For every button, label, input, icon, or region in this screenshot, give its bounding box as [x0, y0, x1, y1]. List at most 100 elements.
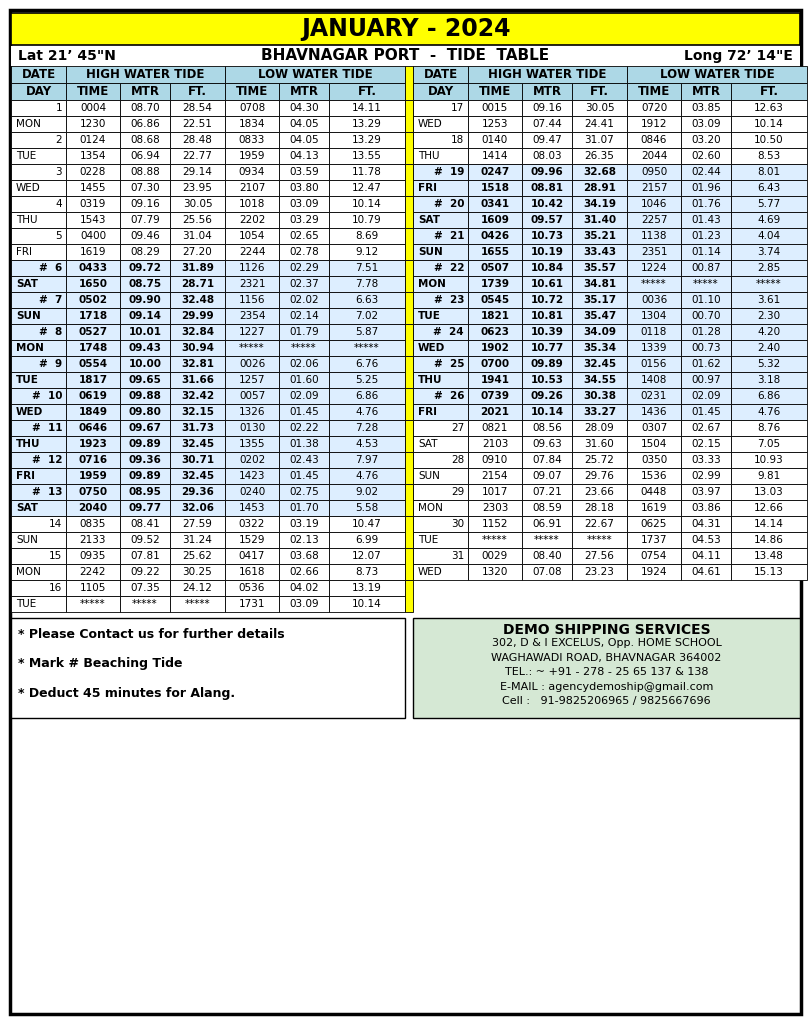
Bar [572, 228, 627, 244]
Text: 32.45: 32.45 [181, 439, 214, 449]
Bar [170, 388, 225, 404]
Bar [468, 516, 522, 532]
Text: 1126: 1126 [238, 263, 265, 273]
Text: 7.51: 7.51 [355, 263, 379, 273]
Text: 1017: 1017 [482, 487, 508, 497]
Bar [329, 148, 405, 164]
Bar [468, 500, 522, 516]
Text: 0835: 0835 [79, 519, 106, 529]
Text: 2157: 2157 [641, 183, 667, 193]
Bar [627, 83, 681, 100]
Text: 1618: 1618 [238, 567, 265, 577]
Text: WED: WED [16, 183, 41, 193]
Bar [225, 260, 279, 276]
Bar [522, 83, 572, 100]
Bar [170, 564, 225, 580]
Bar [279, 388, 329, 404]
Text: 08.88: 08.88 [130, 167, 160, 177]
Bar [329, 436, 405, 452]
Text: 0527: 0527 [79, 327, 108, 337]
Bar [681, 196, 731, 212]
Bar [627, 500, 681, 516]
Text: 10.84: 10.84 [530, 263, 564, 273]
Bar [120, 340, 170, 356]
Text: 22.51: 22.51 [182, 119, 212, 129]
Bar [413, 500, 468, 516]
Text: 0057: 0057 [239, 391, 265, 401]
Bar [329, 580, 405, 596]
Text: 10.61: 10.61 [530, 279, 564, 289]
Bar [170, 276, 225, 292]
Text: TIME: TIME [236, 85, 268, 98]
Bar [66, 180, 120, 196]
Bar [731, 276, 807, 292]
Text: 28.54: 28.54 [182, 103, 212, 113]
Bar [627, 436, 681, 452]
Bar [11, 618, 405, 718]
Text: LOW WATER TIDE: LOW WATER TIDE [258, 68, 372, 81]
Bar [279, 132, 329, 148]
Bar [572, 164, 627, 180]
Bar [731, 404, 807, 420]
Text: 2244: 2244 [238, 247, 265, 257]
Text: DAY: DAY [427, 85, 453, 98]
Text: 02.66: 02.66 [290, 567, 319, 577]
Bar [11, 500, 66, 516]
Bar [468, 83, 522, 100]
Text: 2040: 2040 [79, 503, 108, 513]
Bar [522, 180, 572, 196]
Bar [225, 148, 279, 164]
Text: 15: 15 [49, 551, 62, 561]
Text: 1152: 1152 [482, 519, 508, 529]
Text: 02.15: 02.15 [691, 439, 721, 449]
Text: 2.40: 2.40 [757, 343, 780, 353]
Bar [405, 484, 413, 516]
Bar [225, 372, 279, 388]
Text: 8.69: 8.69 [355, 231, 379, 241]
Text: 15.13: 15.13 [754, 567, 784, 577]
Text: 09.89: 09.89 [129, 439, 161, 449]
Bar [468, 260, 522, 276]
Text: 4.20: 4.20 [757, 327, 780, 337]
Bar [329, 596, 405, 612]
Bar [120, 436, 170, 452]
Bar [413, 532, 468, 548]
Bar [572, 260, 627, 276]
Text: 0554: 0554 [79, 359, 108, 369]
Text: *****: ***** [239, 343, 265, 353]
Bar [681, 516, 731, 532]
Bar [225, 388, 279, 404]
Bar [225, 452, 279, 468]
Text: 10.53: 10.53 [530, 375, 564, 385]
Text: 0228: 0228 [79, 167, 106, 177]
Text: 10.81: 10.81 [530, 311, 564, 321]
Text: 13.48: 13.48 [754, 551, 784, 561]
Text: 09.63: 09.63 [532, 439, 562, 449]
Text: 8.73: 8.73 [355, 567, 379, 577]
Text: 08.40: 08.40 [532, 551, 562, 561]
Text: 1257: 1257 [238, 375, 265, 385]
Bar [572, 148, 627, 164]
Text: 02.44: 02.44 [691, 167, 721, 177]
Text: 01.28: 01.28 [691, 327, 721, 337]
Text: TUE: TUE [16, 599, 36, 609]
Text: SUN: SUN [16, 535, 38, 545]
Bar [11, 596, 66, 612]
Text: 1253: 1253 [482, 119, 508, 129]
Bar [279, 420, 329, 436]
Bar [120, 308, 170, 324]
Text: 29.99: 29.99 [181, 311, 214, 321]
Text: 6.99: 6.99 [355, 535, 379, 545]
Bar [279, 436, 329, 452]
Text: *****: ***** [642, 279, 667, 289]
Text: 1018: 1018 [238, 199, 265, 209]
Bar [329, 340, 405, 356]
Text: 2354: 2354 [238, 311, 265, 321]
Bar [170, 372, 225, 388]
Text: 3.18: 3.18 [757, 375, 781, 385]
Text: 33.43: 33.43 [583, 247, 616, 257]
Bar [170, 164, 225, 180]
Bar [329, 420, 405, 436]
Bar [572, 132, 627, 148]
Bar [66, 596, 120, 612]
